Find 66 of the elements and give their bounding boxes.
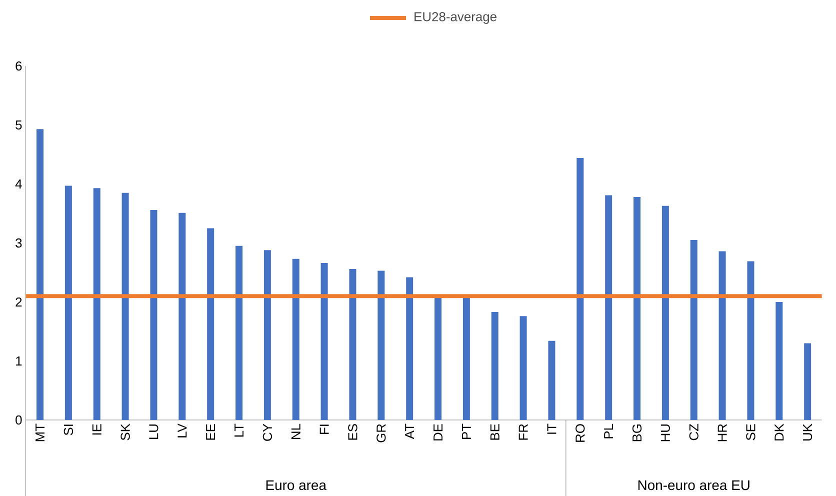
x-tick-label: HR — [718, 424, 727, 442]
y-tick-label: 4 — [15, 180, 22, 188]
x-tick-label: SI — [64, 424, 74, 436]
y-tick-label: 6 — [16, 61, 22, 71]
x-tick-label: MT — [36, 424, 44, 442]
bar — [236, 246, 243, 420]
bar — [690, 240, 698, 420]
y-tick-label: 5 — [16, 120, 22, 130]
bar — [662, 206, 669, 420]
x-tick-label: NL — [291, 424, 300, 439]
bar — [36, 129, 44, 420]
x-tick-label: BG — [632, 424, 642, 442]
bar — [406, 277, 414, 420]
bar — [462, 296, 470, 420]
bar — [207, 228, 214, 420]
bar — [776, 302, 783, 420]
x-tick-label: SE — [746, 424, 756, 440]
legend-label: EU28-average — [414, 12, 496, 24]
bar — [491, 312, 498, 420]
x-tick-label: FR — [518, 424, 528, 440]
x-tick-label: SK — [120, 424, 130, 440]
y-tick-label: 1 — [16, 356, 22, 366]
x-tick-label: LU — [149, 424, 158, 439]
bar — [605, 195, 612, 420]
bar — [520, 316, 527, 420]
x-tick-label: BE — [490, 424, 500, 440]
x-tick-label: PL — [604, 424, 614, 438]
bar — [548, 340, 556, 420]
text: Non-euro area EU — [638, 480, 750, 490]
x-tick-label: FI — [320, 424, 329, 434]
bar — [434, 296, 442, 420]
y-tick-label: 3 — [16, 238, 22, 248]
x-tick-label: LV — [178, 424, 187, 438]
bar — [718, 251, 726, 420]
x-tick-label: UK — [803, 424, 812, 440]
x-tick-label: AT — [405, 424, 414, 440]
x-tick-label: EE — [206, 424, 216, 440]
x-tick-label: CY — [262, 424, 272, 441]
bar — [634, 196, 641, 420]
x-tick-label: DK — [774, 424, 784, 440]
bar — [93, 188, 100, 420]
bar — [264, 250, 271, 420]
x-tick-label: HU — [660, 424, 670, 442]
x-tick-label: IE — [92, 424, 102, 435]
bar — [292, 258, 300, 420]
x-tick-label: LT — [234, 424, 244, 437]
bar — [178, 212, 186, 420]
bar — [349, 268, 356, 420]
x-tick-label: CZ — [689, 424, 698, 440]
bar — [378, 270, 385, 420]
bar — [64, 186, 72, 420]
bar — [122, 192, 129, 420]
x-tick-label: IT — [547, 424, 556, 434]
x-tick-label: PT — [462, 424, 471, 439]
bar — [150, 210, 158, 420]
bar — [576, 158, 584, 420]
bar — [747, 261, 754, 420]
x-tick-label: DE — [434, 424, 442, 440]
y-tick-label: 0 — [16, 415, 22, 425]
bar — [320, 263, 328, 420]
x-tick-label: GR — [376, 424, 386, 442]
y-tick-label: 2 — [16, 297, 22, 307]
text: Euro area — [266, 480, 326, 490]
bar — [804, 343, 812, 420]
x-tick-label: ES — [348, 424, 358, 440]
x-tick-label: RO — [576, 424, 585, 442]
